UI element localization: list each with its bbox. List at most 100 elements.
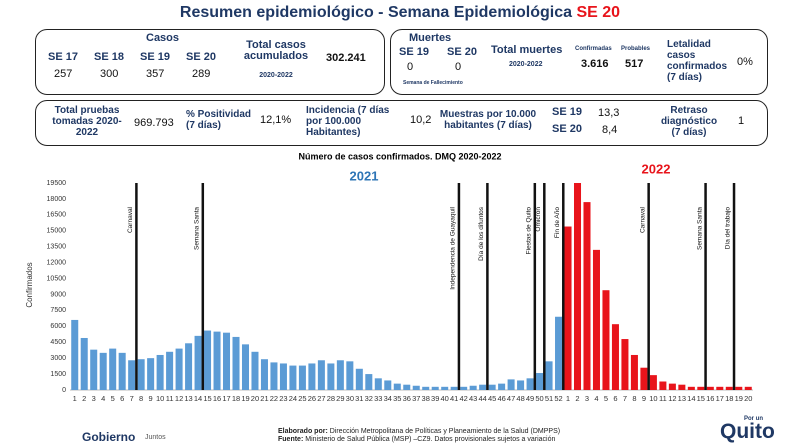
- cases-box: Casos SE 17 257 SE 18 300 SE 19 357 SE 2…: [35, 29, 385, 95]
- x-tick-label: 9: [642, 394, 646, 403]
- x-tick-label: 16: [213, 394, 221, 403]
- footer-label: Elaborado por:: [278, 428, 328, 435]
- total-value: 302.241: [326, 52, 366, 64]
- bar: [431, 386, 439, 390]
- x-tick-label: 17: [222, 394, 230, 403]
- logo-por-un: Por un: [744, 416, 763, 422]
- indicators-box: Total pruebas tomadas 2020-2022 969.793 …: [35, 100, 768, 146]
- positivity-value: 12,1%: [260, 114, 292, 126]
- bar: [99, 352, 107, 390]
- x-tick-label: 33: [374, 394, 382, 403]
- bar: [365, 374, 373, 390]
- bar: [583, 202, 591, 390]
- probable-value: 517: [625, 58, 644, 70]
- week-label: SE 19: [399, 46, 429, 58]
- footer-text: Dirección Metropolitana de Políticas y P…: [329, 428, 561, 435]
- bar: [460, 386, 468, 390]
- x-tick-label: 34: [384, 394, 392, 403]
- week-label: SE 20: [186, 51, 216, 63]
- bar: [175, 348, 183, 390]
- confirmed-value: 3.616: [581, 58, 609, 70]
- x-tick-label: 11: [659, 394, 667, 403]
- title-highlight: SE 20: [576, 4, 621, 21]
- bar: [592, 249, 600, 390]
- x-tick-label: 7: [623, 394, 627, 403]
- bar: [147, 358, 155, 390]
- y-axis-label: Confirmados: [25, 262, 34, 307]
- bar: [355, 368, 363, 390]
- x-tick-label: 5: [604, 394, 608, 403]
- x-tick-label: 11: [166, 394, 174, 403]
- y-tick-label: 3000: [50, 355, 66, 362]
- bar: [80, 337, 88, 390]
- bar: [109, 348, 117, 390]
- x-tick-label: 41: [450, 394, 458, 403]
- bar: [706, 386, 714, 390]
- x-tick-label: 21: [260, 394, 268, 403]
- x-tick-label: 40: [441, 394, 449, 403]
- event-label: Fiestas de Quito: [526, 207, 533, 255]
- probable-label: Probables: [621, 46, 651, 52]
- x-tick-label: 50: [535, 394, 543, 403]
- x-tick-label: 30: [346, 394, 354, 403]
- x-tick-label: 51: [545, 394, 553, 403]
- x-tick-label: 12: [668, 394, 676, 403]
- bar: [488, 384, 496, 390]
- positivity-label: % Positividad (7 días): [186, 109, 252, 131]
- event-label: Independencia de Guayaquil: [450, 206, 457, 289]
- bar: [412, 385, 420, 390]
- bar: [687, 386, 695, 390]
- x-tick-label: 42: [460, 394, 468, 403]
- bar: [517, 380, 525, 390]
- x-tick-label: 5: [111, 394, 115, 403]
- incidence-value: 10,2: [410, 114, 432, 126]
- bar: [725, 386, 733, 390]
- x-tick-label: 26: [308, 394, 316, 403]
- bar: [422, 386, 430, 390]
- x-tick-label: 15: [697, 394, 705, 403]
- incidence-label: Incidencia (7 días por 100.000 Habitante…: [306, 105, 390, 138]
- event-label: Carnaval: [127, 206, 134, 233]
- week-value: 0: [407, 61, 414, 73]
- x-tick-label: 45: [488, 394, 496, 403]
- x-tick-label: 52: [554, 394, 562, 403]
- y-tick-label: 1500: [50, 371, 66, 378]
- x-tick-label: 16: [706, 394, 714, 403]
- x-tick-label: 12: [175, 394, 183, 403]
- bar: [668, 383, 676, 390]
- week-label: SE 19: [140, 51, 170, 63]
- bar: [441, 386, 449, 390]
- bar: [194, 335, 202, 390]
- confirmed-label: Confirmadas: [575, 46, 612, 52]
- x-tick-label: 14: [687, 394, 695, 403]
- x-tick-label: 35: [393, 394, 401, 403]
- bar: [697, 386, 705, 390]
- y-tick-label: 15000: [47, 228, 67, 235]
- y-tick-label: 19500: [47, 180, 67, 187]
- year-label: 2021: [350, 168, 379, 183]
- week-label: SE 18: [94, 51, 124, 63]
- x-tick-label: 10: [649, 394, 657, 403]
- bar: [308, 363, 316, 390]
- bar: [223, 332, 231, 390]
- bar: [393, 383, 401, 390]
- x-tick-label: 14: [194, 394, 202, 403]
- x-tick-label: 18: [232, 394, 240, 403]
- bar: [260, 359, 268, 390]
- x-tick-label: 20: [744, 394, 752, 403]
- logo-gobierno: Gobierno: [82, 430, 136, 444]
- bar: [270, 362, 278, 390]
- x-tick-label: 10: [156, 394, 164, 403]
- bar: [156, 354, 164, 390]
- total-label: Total muertes: [491, 44, 563, 56]
- delay-value: 1: [738, 115, 745, 127]
- x-tick-label: 13: [184, 394, 192, 403]
- year-label: 2022: [642, 161, 671, 176]
- bar: [241, 344, 250, 390]
- bar: [374, 378, 382, 390]
- x-tick-label: 23: [279, 394, 287, 403]
- tests-value: 969.793: [134, 117, 174, 129]
- week-value: 289: [192, 68, 211, 80]
- bar: [166, 351, 174, 390]
